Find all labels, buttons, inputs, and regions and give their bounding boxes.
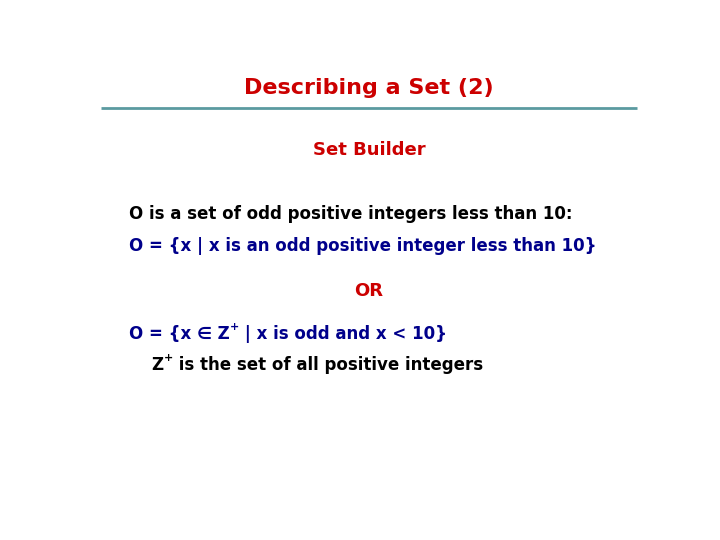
Text: Z: Z [151, 356, 163, 374]
Text: O = {x ∈ Z: O = {x ∈ Z [129, 325, 230, 343]
Text: +: + [230, 321, 239, 332]
Text: Describing a Set (2): Describing a Set (2) [244, 78, 494, 98]
Text: O = {x | x is an odd positive integer less than 10}: O = {x | x is an odd positive integer le… [129, 237, 597, 255]
Text: Set Builder: Set Builder [312, 141, 426, 159]
Text: | x is odd and x < 10}: | x is odd and x < 10} [239, 325, 447, 343]
Text: +: + [163, 353, 173, 363]
Text: is the set of all positive integers: is the set of all positive integers [173, 356, 483, 374]
Text: O is a set of odd positive integers less than 10:: O is a set of odd positive integers less… [129, 206, 572, 224]
Text: OR: OR [354, 282, 384, 300]
